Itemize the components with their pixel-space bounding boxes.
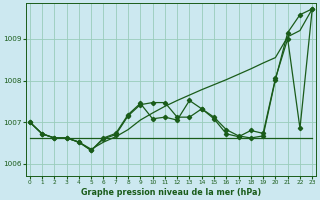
- X-axis label: Graphe pression niveau de la mer (hPa): Graphe pression niveau de la mer (hPa): [81, 188, 261, 197]
